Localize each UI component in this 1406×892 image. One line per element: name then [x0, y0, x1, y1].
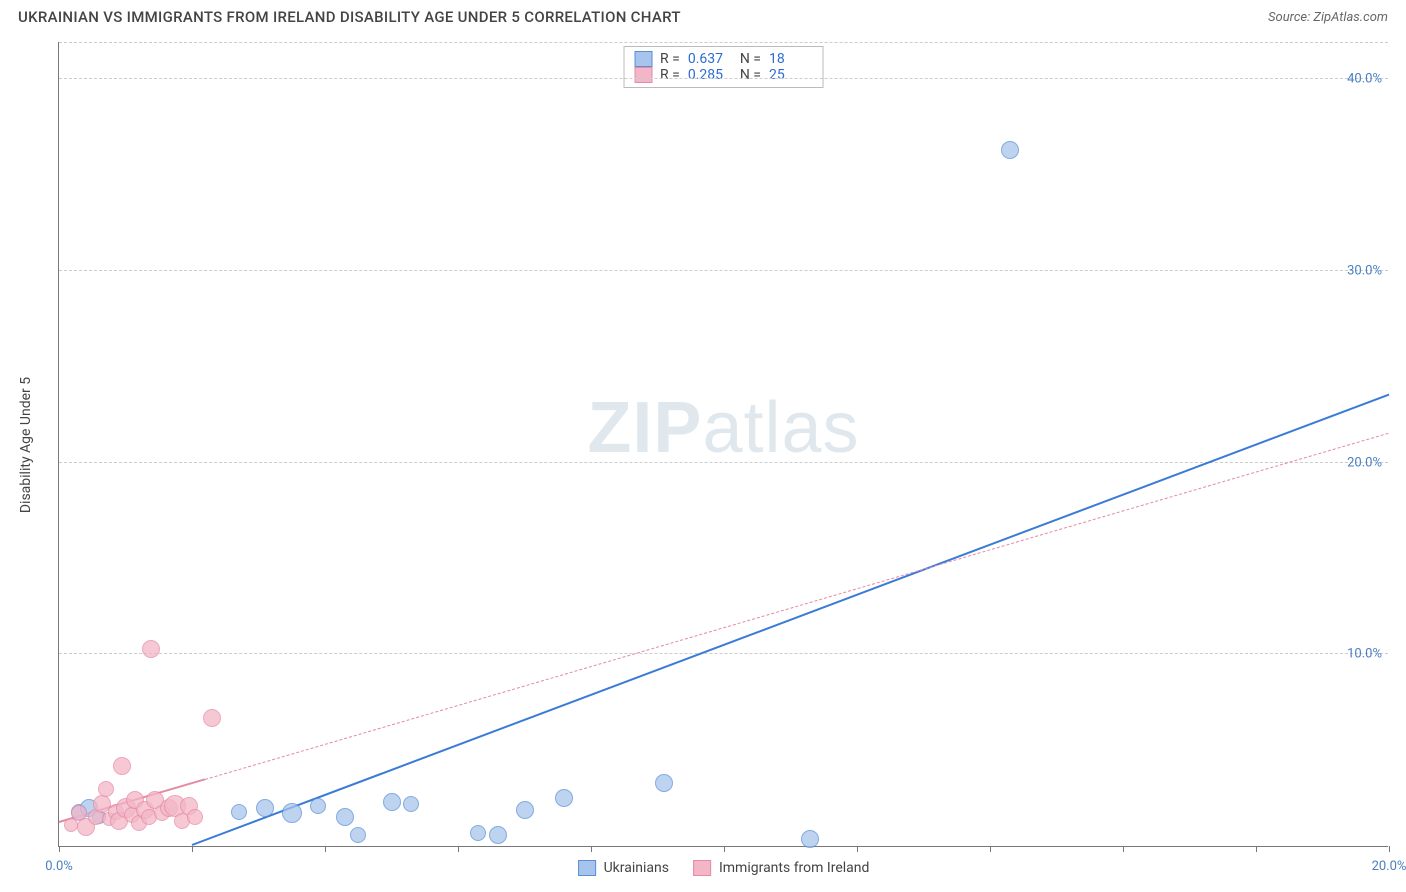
- legend-stat-row: R = 0.285 N = 25: [634, 67, 813, 83]
- data-point: [256, 799, 274, 817]
- n-label: N =: [740, 67, 761, 83]
- legend-stat-row: R = 0.637 N = 18: [634, 51, 813, 67]
- data-point: [1001, 141, 1019, 159]
- r-label: R =: [660, 51, 680, 67]
- r-value: 0.637: [688, 51, 732, 67]
- y-tick-label: 40.0%: [1339, 72, 1382, 87]
- data-point: [98, 781, 114, 797]
- n-label: N =: [740, 51, 761, 67]
- y-tick-label: 30.0%: [1339, 264, 1382, 279]
- data-point: [403, 796, 419, 812]
- data-point: [350, 827, 366, 843]
- r-value: 0.285: [688, 67, 732, 83]
- data-point: [310, 798, 326, 814]
- gridline-h: [59, 78, 1388, 79]
- y-axis-title: Disability Age Under 5: [18, 376, 34, 512]
- data-point: [142, 640, 160, 658]
- n-value: 18: [769, 51, 813, 67]
- data-point: [336, 808, 354, 826]
- chart-container: Disability Age Under 5 ZIPatlas R = 0.637…: [18, 42, 1388, 847]
- x-tick: [724, 846, 725, 852]
- gridline-h: [59, 42, 1388, 43]
- legend-item: Ukrainians: [578, 860, 669, 876]
- chart-title: UKRAINIAN VS IMMIGRANTS FROM IRELAND DIS…: [18, 8, 681, 26]
- y-tick-label: 20.0%: [1339, 455, 1382, 470]
- x-tick: [990, 846, 991, 852]
- legend-swatch: [634, 51, 652, 67]
- data-point: [555, 789, 573, 807]
- data-point: [383, 793, 401, 811]
- x-tick: [325, 846, 326, 852]
- data-point: [187, 809, 203, 825]
- x-tick: [192, 846, 193, 852]
- n-value: 25: [769, 67, 813, 83]
- x-tick-label: 0.0%: [45, 859, 73, 874]
- gridline-h: [59, 653, 1388, 654]
- x-tick-label: 20.0%: [1372, 859, 1406, 874]
- x-tick: [857, 846, 858, 852]
- data-point: [231, 804, 247, 820]
- trend-line: [205, 433, 1389, 780]
- data-point: [489, 826, 507, 844]
- x-tick: [59, 846, 60, 852]
- x-tick: [1256, 846, 1257, 852]
- plot-area: ZIPatlas R =0.637N =18R =0.285N =25 Ukra…: [58, 42, 1388, 847]
- legend-stats: R = 0.637 N = 18 R = 0.285 N = 25: [623, 46, 824, 88]
- x-tick: [591, 846, 592, 852]
- x-tick: [1389, 846, 1390, 852]
- data-point: [113, 757, 131, 775]
- gridline-h: [59, 462, 1388, 463]
- legend-swatch: [578, 860, 596, 876]
- header: UKRAINIAN VS IMMIGRANTS FROM IRELAND DIS…: [0, 0, 1406, 32]
- data-point: [655, 774, 673, 792]
- gridline-h: [59, 270, 1388, 271]
- legend-swatch: [634, 67, 652, 83]
- x-tick: [458, 846, 459, 852]
- source-label: Source: ZipAtlas.com: [1268, 10, 1388, 25]
- y-tick-label: 10.0%: [1339, 647, 1382, 662]
- data-point: [801, 830, 819, 848]
- legend-label: Immigrants from Ireland: [719, 860, 869, 876]
- legend-swatch: [693, 860, 711, 876]
- data-point: [282, 803, 302, 823]
- data-point: [516, 801, 534, 819]
- watermark: ZIPatlas: [587, 387, 859, 469]
- r-label: R =: [660, 67, 680, 83]
- data-point: [203, 709, 221, 727]
- legend-series: Ukrainians Immigrants from Ireland: [578, 860, 870, 876]
- legend-label: Ukrainians: [604, 860, 669, 876]
- legend-item: Immigrants from Ireland: [693, 860, 869, 876]
- data-point: [470, 825, 486, 841]
- x-tick: [1123, 846, 1124, 852]
